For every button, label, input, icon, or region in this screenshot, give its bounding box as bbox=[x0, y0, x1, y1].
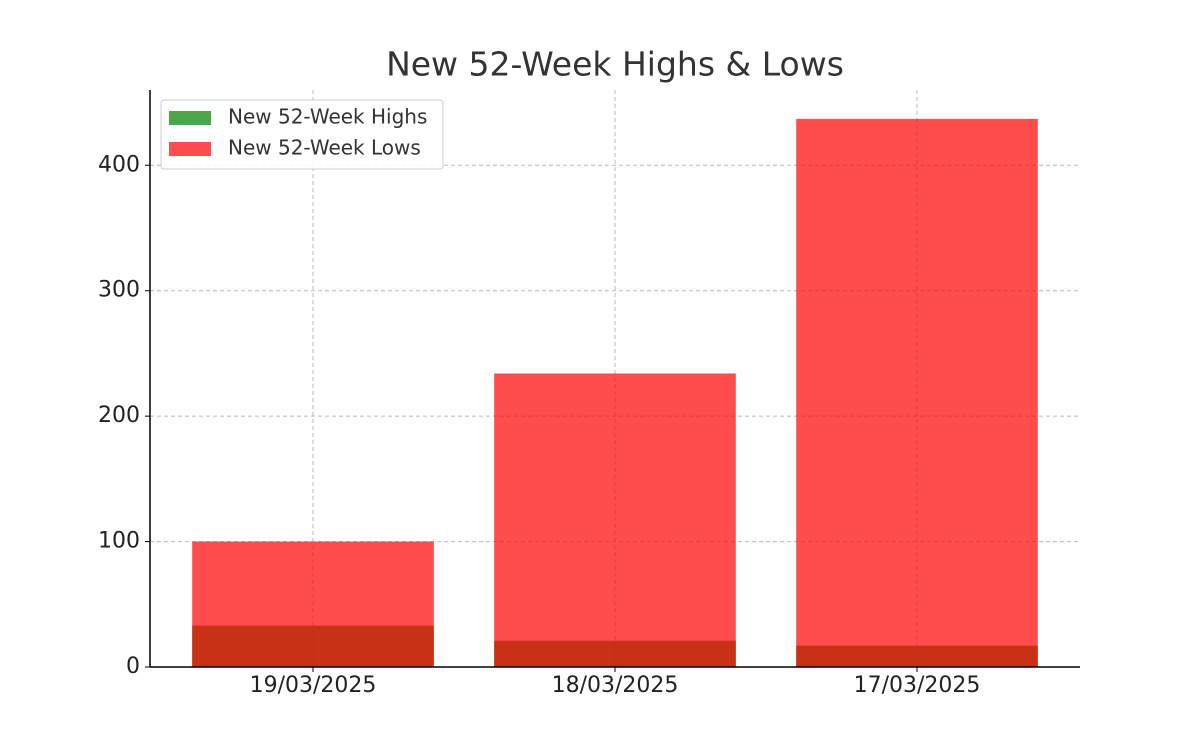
legend: New 52-Week Highs New 52-Week Lows bbox=[160, 99, 444, 170]
legend-label: New 52-Week Highs bbox=[228, 105, 427, 129]
y-tick-label: 0 bbox=[126, 654, 140, 679]
legend-swatch bbox=[169, 142, 211, 156]
x-tick-label: 18/03/2025 bbox=[552, 673, 679, 698]
chart-title: New 52-Week Highs & Lows bbox=[386, 45, 844, 84]
y-tick-label: 400 bbox=[98, 152, 140, 177]
x-tick-label: 17/03/2025 bbox=[854, 673, 981, 698]
x-tick-label: 19/03/2025 bbox=[250, 673, 377, 698]
y-tick-label: 300 bbox=[98, 278, 140, 303]
bar bbox=[192, 541, 434, 667]
legend-box bbox=[160, 99, 444, 170]
bar bbox=[796, 118, 1038, 668]
bar bbox=[494, 373, 736, 667]
y-tick-label: 100 bbox=[98, 529, 140, 554]
legend-label: New 52-Week Lows bbox=[228, 136, 421, 160]
legend-swatch bbox=[169, 111, 211, 125]
y-tick-label: 200 bbox=[98, 403, 140, 428]
